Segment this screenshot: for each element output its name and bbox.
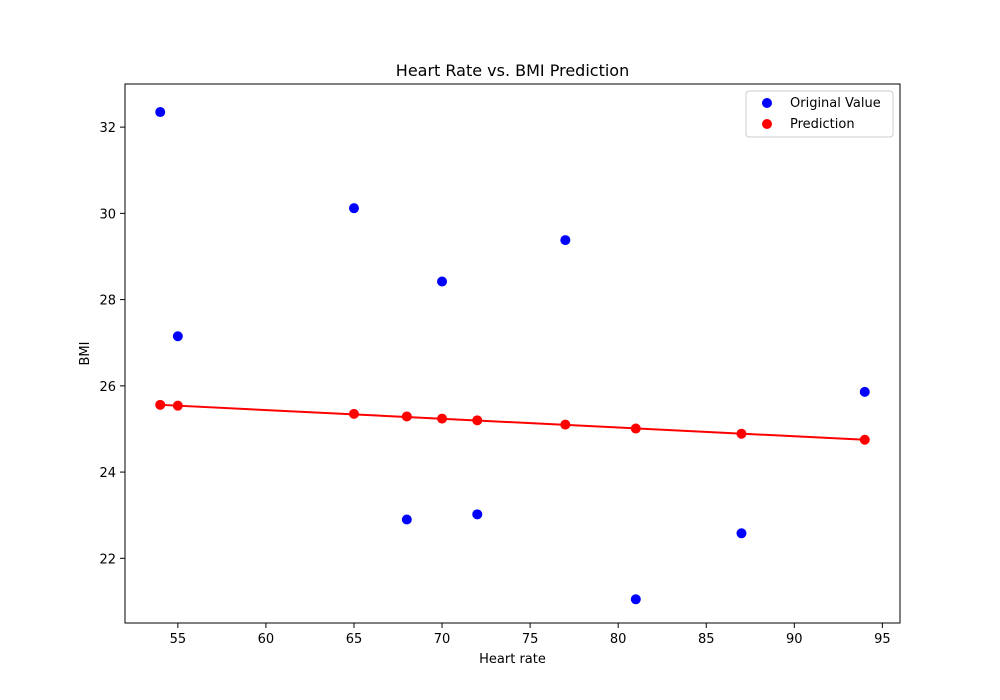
y-tick-label: 24 — [99, 466, 116, 481]
x-tick-label: 85 — [698, 632, 715, 647]
legend-label-original: Original Value — [790, 96, 881, 111]
y-tick-label: 22 — [99, 552, 116, 567]
plot-marks — [155, 107, 870, 605]
y-axis-ticks: 22 24 26 28 30 32 — [99, 121, 125, 567]
x-tick-label: 55 — [170, 632, 187, 647]
plot-area — [125, 84, 900, 623]
x-tick-label: 70 — [434, 632, 451, 647]
y-tick-label: 26 — [99, 380, 116, 395]
original-value-point — [859, 386, 870, 397]
x-axis-ticks: 55 60 65 70 75 80 85 90 95 — [170, 623, 891, 647]
original-value-point — [401, 514, 412, 525]
original-value-point — [172, 331, 183, 342]
x-axis-label: Heart rate — [479, 652, 546, 667]
y-tick-label: 30 — [99, 207, 116, 222]
plot-frame — [124, 83, 901, 624]
y-axis-label: BMI — [78, 342, 93, 366]
legend-box — [745, 90, 894, 138]
original-value-point — [155, 107, 166, 118]
x-tick-label: 60 — [258, 632, 275, 647]
original-value-point — [472, 509, 483, 520]
prediction-point — [437, 413, 448, 424]
chart-title: Heart Rate vs. BMI Prediction — [396, 61, 629, 80]
prediction-point — [172, 400, 183, 411]
prediction-line — [160, 403, 865, 441]
x-tick-label: 80 — [610, 632, 627, 647]
prediction-point — [401, 411, 412, 422]
legend: Original Value Prediction — [745, 90, 894, 138]
y-tick-label: 32 — [99, 121, 116, 136]
prediction-point — [560, 419, 571, 430]
x-tick-label: 90 — [786, 632, 803, 647]
legend-label-prediction: Prediction — [790, 117, 855, 132]
y-tick-label: 28 — [99, 294, 116, 309]
prediction-point — [348, 408, 359, 419]
original-value-point — [560, 235, 571, 246]
original-value-point — [630, 594, 641, 605]
original-value-point — [348, 203, 359, 214]
x-tick-label: 75 — [522, 632, 539, 647]
prediction-point — [155, 399, 166, 410]
prediction-point — [630, 423, 641, 434]
original-value-point — [437, 276, 448, 287]
legend-marker-prediction — [762, 119, 772, 129]
x-tick-label: 95 — [874, 632, 891, 647]
prediction-point — [736, 428, 747, 439]
prediction-point — [859, 434, 870, 445]
prediction-point — [472, 415, 483, 426]
original-value-point — [736, 528, 747, 539]
x-tick-label: 65 — [346, 632, 363, 647]
legend-marker-original — [762, 98, 772, 108]
